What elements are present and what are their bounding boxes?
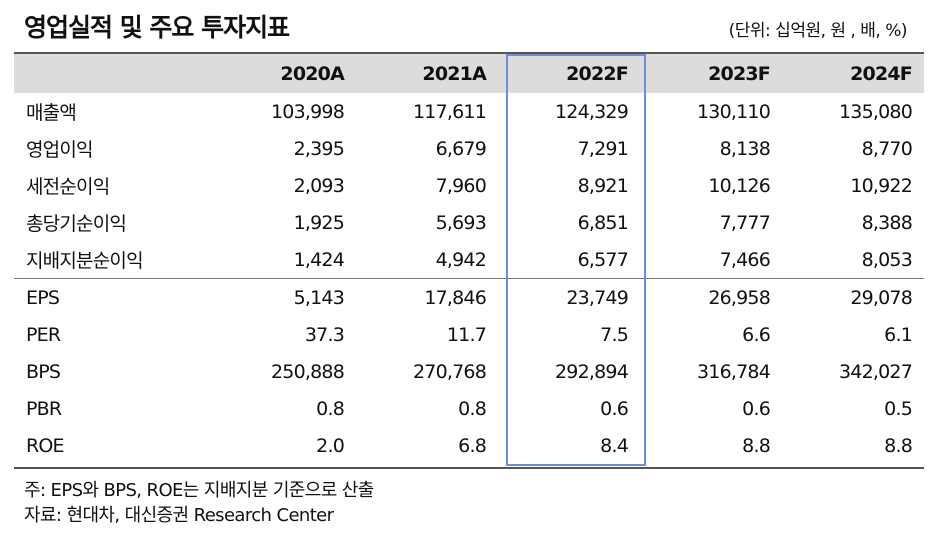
table-cell: 5,143 <box>212 278 356 316</box>
table-cell: 292,894 <box>555 360 629 383</box>
table-cell: 270,768 <box>413 360 487 383</box>
table-row: PER 37.3 11.7 7.5 6.6 6.1 <box>14 316 924 353</box>
table-cell: 8,138 <box>719 137 771 160</box>
table-cell: 29,078 <box>782 278 924 316</box>
unit-note: (단위: 십억원, 원 , 배, %) <box>728 21 908 41</box>
table-cell: 6,679 <box>435 137 487 160</box>
table-cell: 23,749 <box>498 278 640 316</box>
table-row: 매출액 103,998 117,611 124,329 130,110 135,… <box>14 93 924 130</box>
table-cell: 8.8 <box>742 434 771 457</box>
table-cell: 124,329 <box>555 100 629 123</box>
row-label: PER <box>26 323 61 346</box>
header-cell-2021a: 2021A <box>356 54 498 93</box>
table-cell: 250,888 <box>271 360 345 383</box>
bottom-rule <box>14 467 924 469</box>
table-cell: 6.6 <box>742 323 771 346</box>
row-label: 영업이익 <box>26 139 94 161</box>
table-cell: 7,960 <box>435 174 487 197</box>
table-cell: 7,777 <box>719 211 771 234</box>
table-row: 지배지분순이익 1,424 4,942 6,577 7,466 8,053 <box>14 241 924 279</box>
table-cell: 8,053 <box>861 248 913 271</box>
table-cell: 7,291 <box>577 137 629 160</box>
table-cell: 2.0 <box>316 434 345 457</box>
table-cell: 7.5 <box>600 323 629 346</box>
row-label: 매출액 <box>26 102 77 124</box>
table-cell: 0.6 <box>600 397 629 420</box>
table-cell: 342,027 <box>839 360 913 383</box>
table-cell: 0.5 <box>884 397 913 420</box>
table-cell: 0.6 <box>742 397 771 420</box>
table-row: EPS 5,143 17,846 23,749 26,958 29,078 <box>14 278 924 316</box>
row-label: 지배지분순이익 <box>26 250 144 272</box>
top-rule <box>14 52 924 54</box>
row-label: BPS <box>26 360 61 383</box>
header-cell-2023f: 2023F <box>640 54 782 93</box>
table-cell: 6.8 <box>458 434 487 457</box>
table-cell: 2,093 <box>293 174 345 197</box>
table-row: 영업이익 2,395 6,679 7,291 8,138 8,770 <box>14 130 924 167</box>
table-cell: 26,958 <box>640 278 782 316</box>
table-cell: 6.1 <box>884 323 913 346</box>
header-cell-2024f: 2024F <box>782 54 924 93</box>
table-cell: 10,922 <box>850 174 912 197</box>
table-cell: 8,921 <box>577 174 629 197</box>
table-row: PBR 0.8 0.8 0.6 0.6 0.5 <box>14 390 924 427</box>
table-cell: 8.4 <box>600 434 629 457</box>
table-cell: 8,388 <box>861 211 913 234</box>
table-cell: 37.3 <box>304 323 345 346</box>
table-cell: 17,846 <box>356 278 498 316</box>
table-cell: 0.8 <box>458 397 487 420</box>
table-cell: 2,395 <box>293 137 345 160</box>
row-label: ROE <box>26 434 65 457</box>
table-cell: 8.8 <box>884 434 913 457</box>
header-row: 2020A 2021A 2022F 2023F 2024F <box>14 54 924 93</box>
page-title: 영업실적 및 주요 투자지표 <box>24 13 290 42</box>
table-cell: 6,577 <box>577 248 629 271</box>
table-cell: 7,466 <box>719 248 771 271</box>
table-cell: 130,110 <box>697 100 771 123</box>
table-cell: 4,942 <box>435 248 487 271</box>
table-cell: 8,770 <box>861 137 913 160</box>
header-cell-2020a: 2020A <box>212 54 356 93</box>
row-label: EPS <box>14 278 212 316</box>
table-row: 세전순이익 2,093 7,960 8,921 10,126 10,922 <box>14 167 924 204</box>
table-cell: 11.7 <box>446 323 487 346</box>
footnote-source: 자료: 현대차, 대신증권 Research Center <box>24 505 334 526</box>
financial-table: 2020A 2021A 2022F 2023F 2024F 매출액 103,99… <box>14 54 924 464</box>
table-cell: 1,424 <box>293 248 345 271</box>
table-cell: 103,998 <box>271 100 345 123</box>
table-cell: 6,851 <box>577 211 629 234</box>
row-label: 총당기순이익 <box>26 213 127 235</box>
header-cell-2022f: 2022F <box>498 54 640 93</box>
table-cell: 117,611 <box>413 100 487 123</box>
row-label: PBR <box>26 397 62 420</box>
table-row: BPS 250,888 270,768 292,894 316,784 342,… <box>14 353 924 390</box>
table-cell: 1,925 <box>293 211 345 234</box>
table-row: 총당기순이익 1,925 5,693 6,851 7,777 8,388 <box>14 204 924 241</box>
table-cell: 0.8 <box>316 397 345 420</box>
table-row: ROE 2.0 6.8 8.4 8.8 8.8 <box>14 427 924 464</box>
table-cell: 316,784 <box>697 360 771 383</box>
table-cell: 5,693 <box>435 211 487 234</box>
footnote-basis: 주: EPS와 BPS, ROE는 지배지분 기준으로 산출 <box>24 480 374 501</box>
table-cell: 10,126 <box>708 174 770 197</box>
footnotes: 주: EPS와 BPS, ROE는 지배지분 기준으로 산출 자료: 현대차, … <box>24 478 374 528</box>
header-cell-empty <box>14 54 212 93</box>
table-cell: 135,080 <box>839 100 913 123</box>
row-label: 세전순이익 <box>26 176 110 198</box>
